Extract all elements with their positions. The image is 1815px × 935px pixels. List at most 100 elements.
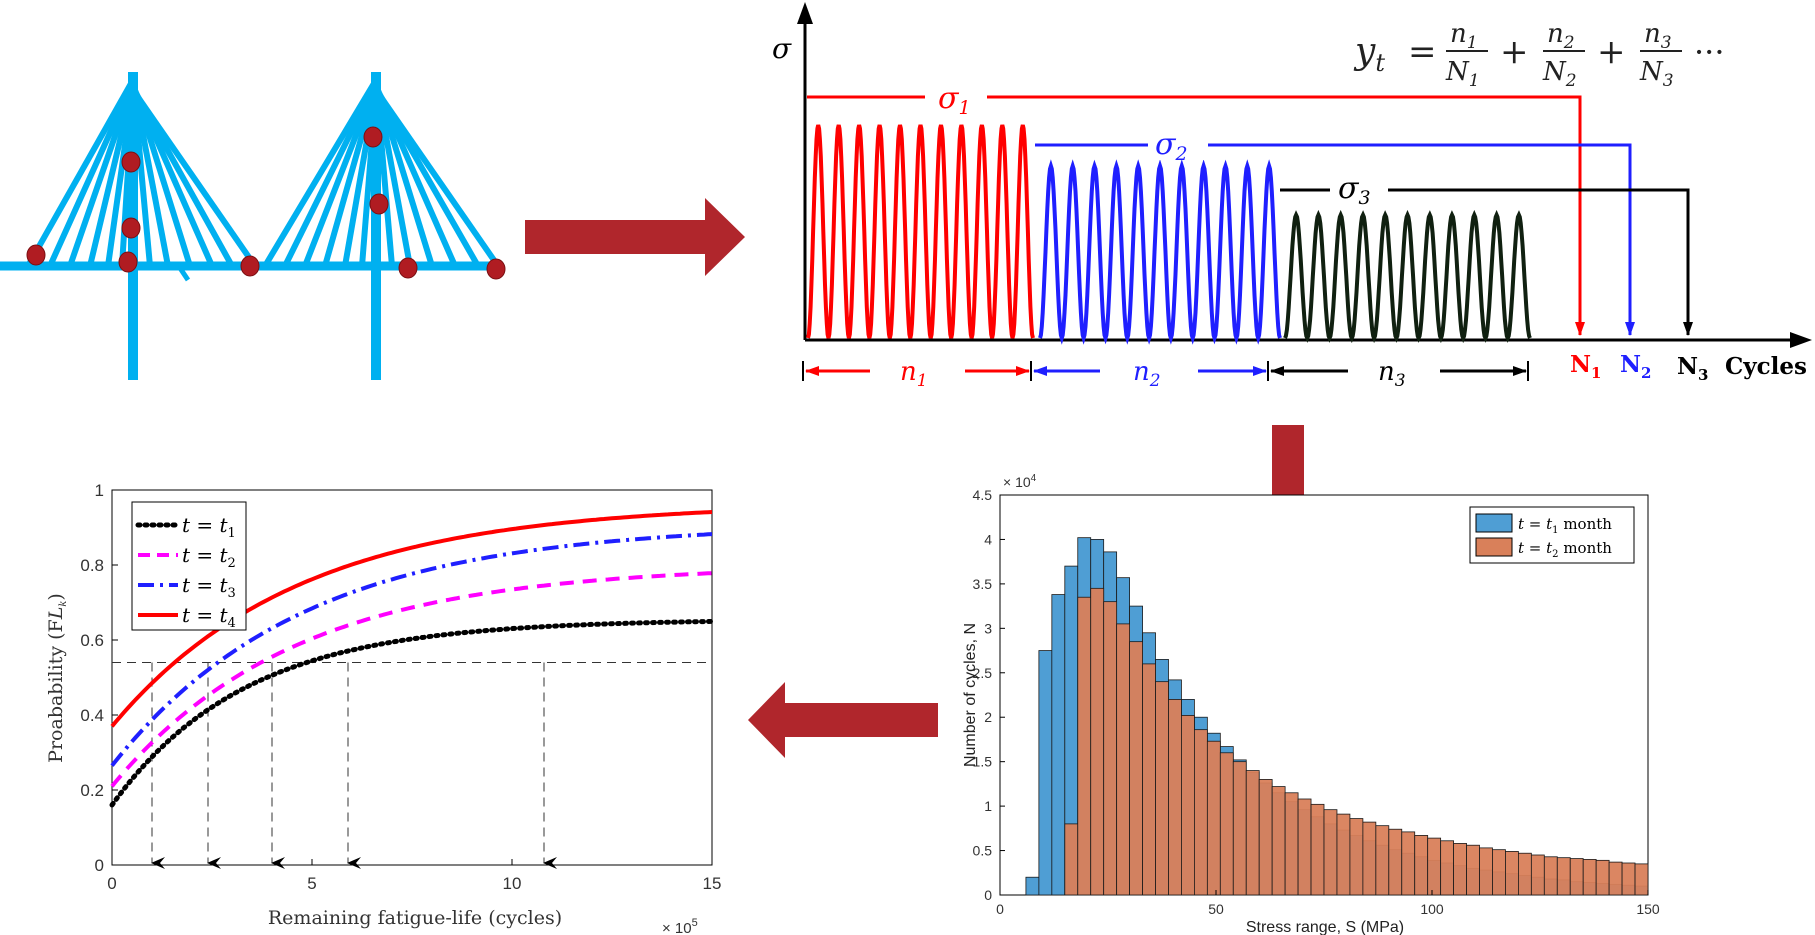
legend-label-curve-4: t = t4 bbox=[182, 603, 236, 631]
histogram-bar-series-2 bbox=[1595, 859, 1610, 896]
histogram-y-tick-label: 1 bbox=[984, 798, 992, 814]
histogram-bar-series-2 bbox=[1103, 601, 1118, 896]
probability-y-axis-label: Proabability (FLk) bbox=[45, 593, 69, 763]
n1-label: n1 bbox=[900, 357, 928, 391]
histogram-bar-series-2 bbox=[1569, 858, 1584, 896]
legend-label-t2: t = t2 month bbox=[1518, 539, 1612, 560]
stay-cable bbox=[322, 85, 379, 267]
histogram-y-exponent: × 104 bbox=[1003, 473, 1037, 490]
histogram-bar-series-2 bbox=[1543, 856, 1558, 896]
histogram-bar-series-2 bbox=[1129, 641, 1143, 896]
histogram-x-tick-label: 100 bbox=[1420, 901, 1444, 917]
histogram-bar-series-2 bbox=[1245, 770, 1260, 896]
sigma-1-level-line bbox=[807, 95, 1585, 336]
legend-label-curve-2: t = t2 bbox=[182, 543, 236, 571]
N2-label: N2 bbox=[1620, 351, 1651, 382]
histogram-bar-series-2 bbox=[1206, 740, 1221, 896]
sigma-axis-label: σ bbox=[772, 32, 792, 65]
histogram-bar-series-2 bbox=[1142, 663, 1156, 896]
histogram-legend: t = t1 month t = t2 month bbox=[1469, 506, 1635, 564]
histogram-bar-series-2 bbox=[1556, 857, 1571, 896]
svg-text:N2: N2 bbox=[1542, 57, 1577, 91]
svg-text:N1: N1 bbox=[1445, 57, 1480, 91]
histogram-x-tick-label: 150 bbox=[1636, 901, 1660, 917]
svg-text:N3: N3 bbox=[1639, 57, 1674, 91]
stress-block-2-wave bbox=[1038, 159, 1282, 345]
histogram-bar-series-2 bbox=[1284, 792, 1299, 896]
cycles-axis-label: Cycles bbox=[1725, 353, 1807, 380]
histogram-bar-series-2 bbox=[1427, 837, 1442, 896]
histogram-bar-series-2 bbox=[1336, 813, 1351, 896]
histogram-bar-series-2 bbox=[1621, 862, 1636, 896]
svg-text:n1: n1 bbox=[1450, 19, 1478, 53]
histogram-bar-series-1 bbox=[1051, 594, 1066, 896]
histogram-bar-series-2 bbox=[1258, 779, 1273, 896]
histogram-bar-series-2 bbox=[1440, 840, 1455, 896]
histogram-y-tick-label: 4 bbox=[984, 531, 992, 547]
histogram-bar-series-1 bbox=[1025, 876, 1040, 896]
stay-cable bbox=[302, 82, 379, 268]
fatigue-life-probability-chart: 0 5 10 15 0 0.2 0.4 0.6 0.8 1 Remaining fatigue-l… bbox=[45, 481, 721, 935]
svg-text:+: + bbox=[1597, 32, 1626, 72]
stay-cable bbox=[25, 78, 136, 268]
probability-legend: t = t1t = t2t = t3t = t4 bbox=[131, 501, 247, 631]
histogram-bar-series-2 bbox=[1271, 786, 1286, 896]
probability-x-tick-label: 10 bbox=[503, 874, 522, 893]
histogram-bar-series-2 bbox=[1116, 623, 1131, 896]
sensor-location-dot bbox=[121, 151, 141, 173]
histogram-bar-series-2 bbox=[1453, 843, 1467, 896]
histogram-bar-series-2 bbox=[1168, 699, 1182, 896]
stay-cable bbox=[130, 88, 258, 268]
legend-label-curve-1: t = t1 bbox=[182, 513, 236, 541]
cycles-axis-arrowhead bbox=[1790, 332, 1812, 348]
N1-label: N1 bbox=[1570, 351, 1601, 382]
histogram-bar-series-2 bbox=[1362, 821, 1377, 896]
probability-y-tick-label: 0.8 bbox=[80, 556, 104, 575]
N3-label: N3 bbox=[1677, 353, 1708, 384]
histogram-bar-series-2 bbox=[1219, 752, 1234, 896]
stay-cable bbox=[373, 88, 501, 268]
svg-text:n3: n3 bbox=[1644, 19, 1672, 53]
histogram-bar-series-2 bbox=[1479, 847, 1493, 896]
histogram-bar-series-2 bbox=[1582, 859, 1597, 896]
loading-diagram: σ Cycles σ1 σ2 σ3 N1 N2 N3 n1 n2 n3 bbox=[772, 2, 1812, 391]
histogram-bar-series-2 bbox=[1155, 681, 1169, 896]
histogram-bar-series-2 bbox=[1634, 863, 1649, 896]
sigma-2-level-line bbox=[1035, 143, 1635, 336]
svg-text:yt: yt bbox=[1353, 31, 1385, 77]
sensor-location-dot bbox=[121, 217, 141, 239]
sensor-location-dot bbox=[26, 244, 46, 266]
sigma-1-label: σ1 bbox=[938, 81, 971, 119]
legend-swatch-t1 bbox=[1475, 513, 1513, 533]
histogram-y-tick-label: 3 bbox=[984, 620, 992, 636]
stay-cable bbox=[119, 89, 136, 267]
histogram-bar-series-2 bbox=[1077, 596, 1092, 896]
legend-label-curve-3: t = t3 bbox=[182, 573, 236, 601]
stress-block-1-wave bbox=[806, 124, 1035, 339]
svg-text:n2: n2 bbox=[1547, 19, 1575, 53]
sensor-location-dot bbox=[398, 257, 418, 279]
probability-y-tick-label: 0.6 bbox=[80, 631, 104, 650]
svg-text:+: + bbox=[1500, 32, 1529, 72]
histogram-bar-series-1 bbox=[1038, 650, 1053, 896]
histogram-bar-series-2 bbox=[1608, 861, 1623, 896]
histogram-bar-series-2 bbox=[1388, 828, 1403, 896]
legend-swatch-t2 bbox=[1475, 537, 1513, 557]
probability-curve-3 bbox=[110, 532, 713, 767]
stay-cable bbox=[87, 85, 136, 267]
arrow-right-icon bbox=[525, 198, 745, 276]
histogram-y-tick-label: 2 bbox=[984, 709, 992, 725]
svg-text:=: = bbox=[1408, 32, 1437, 72]
probability-x-tick-label: 15 bbox=[703, 874, 722, 893]
stay-cable bbox=[262, 78, 379, 268]
bridge-detail bbox=[177, 266, 191, 282]
histogram-y-axis-label: Number of cycles, N bbox=[962, 623, 979, 767]
histogram-bar-series-2 bbox=[1466, 844, 1480, 896]
probability-curve-2 bbox=[110, 571, 713, 788]
stay-cable bbox=[282, 80, 379, 268]
histogram-bar-series-2 bbox=[1401, 831, 1416, 896]
probability-curve-1 bbox=[109, 618, 715, 808]
sensor-location-dot bbox=[240, 255, 260, 277]
histogram-x-tick-label: 50 bbox=[1208, 901, 1224, 917]
n3-label: n3 bbox=[1378, 357, 1406, 391]
